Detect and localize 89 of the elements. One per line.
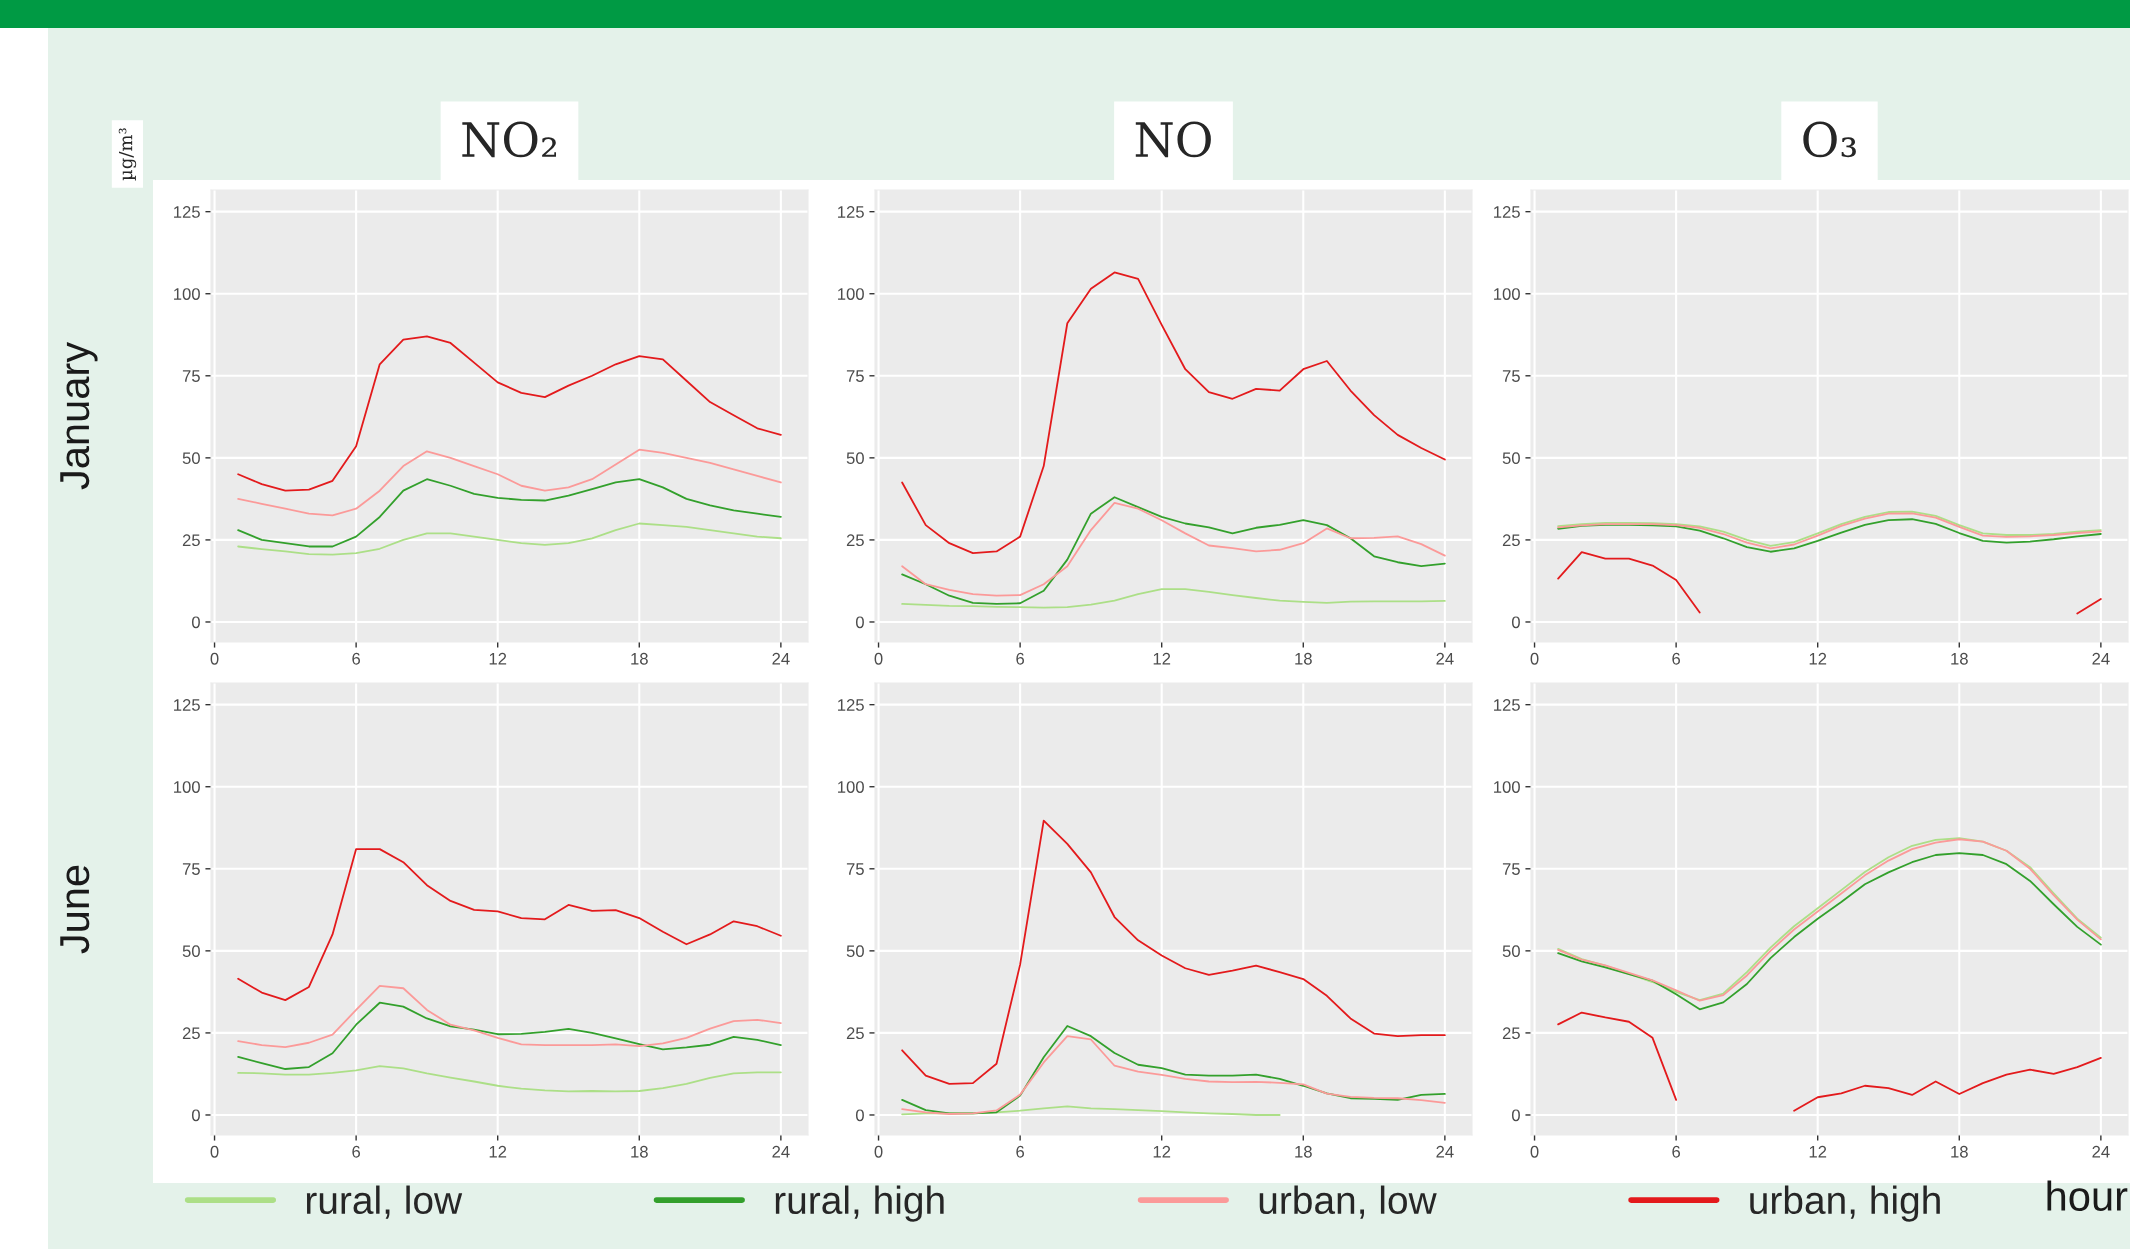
legend-label: urban, low: [1259, 1185, 1437, 1219]
x-tick-label: 6: [1016, 652, 1025, 665]
y-tick-label: 125: [174, 699, 200, 711]
x-tick-label: 0: [210, 1145, 219, 1158]
line-series: [1557, 518, 2102, 553]
line-series: [237, 522, 782, 556]
x-tick-label: 18: [1951, 1145, 1968, 1158]
y-tick-label: 75: [182, 863, 200, 875]
y-tick-label: 75: [182, 370, 200, 382]
y-tick-label: 0: [1511, 1109, 1520, 1122]
x-tick-label: 24: [772, 1145, 790, 1158]
line-series: [237, 335, 782, 492]
x-tick-label: 6: [1672, 1145, 1681, 1158]
line-series: [237, 1001, 782, 1070]
y-tick-label: 50: [846, 945, 864, 958]
y-tick-label: 125: [1494, 206, 1520, 218]
line-series: [901, 819, 1446, 1085]
y-tick-label: 25: [1502, 534, 1520, 547]
chart-title: NO₂: [462, 121, 557, 158]
x-tick-label: 6: [352, 652, 361, 665]
y-tick-label: 100: [838, 288, 864, 300]
y-tick-label: 125: [838, 699, 864, 711]
y-tick-label: 25: [846, 534, 864, 547]
x-tick-label: 0: [1530, 652, 1539, 665]
x-tick-label: 24: [1436, 1145, 1454, 1158]
line-series: [237, 478, 782, 548]
x-tick-label: 12: [1153, 1145, 1171, 1158]
y-tick-label: 25: [182, 1027, 200, 1040]
y-tick-label: 50: [1502, 452, 1520, 465]
line-series: [237, 1065, 782, 1093]
x-tick-label: 18: [631, 1145, 648, 1158]
x-tick-label: 12: [1153, 652, 1171, 665]
line-series: [901, 271, 1446, 554]
y-tick-label: 100: [174, 288, 200, 300]
x-tick-label: 18: [1295, 1145, 1312, 1158]
chart-title: NO: [1135, 121, 1211, 158]
line-series: [237, 448, 782, 517]
x-tick-label: 24: [2092, 1145, 2110, 1158]
x-tick-label: 12: [489, 1145, 507, 1158]
y-tick-label: 125: [838, 206, 864, 218]
x-tick-label: 0: [1530, 1145, 1539, 1158]
y-tick-label: 75: [1502, 370, 1520, 382]
y-tick-label: 100: [1494, 781, 1520, 793]
x-tick-label: 18: [1295, 652, 1312, 665]
y-tick-label: 50: [182, 945, 200, 958]
line-series: [237, 985, 782, 1048]
x-tick-label: 0: [874, 1145, 883, 1158]
y-tick-label: 0: [1511, 616, 1520, 629]
y-tick-label: 50: [1502, 945, 1520, 958]
x-tick-label: 0: [874, 652, 883, 665]
y-tick-label: 0: [191, 616, 200, 629]
chart-title: O₃: [1803, 121, 1856, 158]
x-tick-label: 12: [489, 652, 507, 665]
y-tick-label: 25: [1502, 1027, 1520, 1040]
x-tick-label: 6: [352, 1145, 361, 1158]
y-axis-title: June: [60, 865, 90, 954]
y-tick-label: 75: [846, 370, 864, 382]
legend-label: rural, high: [775, 1185, 944, 1222]
x-axis-title: hour: [2047, 1180, 2128, 1211]
x-tick-label: 0: [210, 652, 219, 665]
y-tick-label: 50: [846, 452, 864, 465]
y-tick-label: 125: [1494, 699, 1520, 711]
x-tick-label: 24: [772, 652, 790, 665]
y-tick-label: 100: [1494, 288, 1520, 300]
y-tick-label: 100: [174, 781, 200, 793]
y-tick-label: 125: [174, 206, 200, 218]
x-tick-label: 6: [1672, 652, 1681, 665]
x-tick-label: 18: [631, 652, 648, 665]
text: µg/m³: [118, 128, 137, 181]
x-tick-label: 12: [1809, 1145, 1827, 1158]
y-tick-label: 75: [846, 863, 864, 875]
y-axis-title: January: [60, 341, 98, 490]
y-tick-label: 0: [855, 616, 864, 629]
y-tick-label: 50: [182, 452, 200, 465]
x-tick-label: 24: [1436, 652, 1454, 665]
legend-label: urban, high: [1750, 1185, 1940, 1222]
y-tick-label: 25: [846, 1027, 864, 1040]
y-tick-label: 25: [182, 534, 200, 547]
y-tick-label: 0: [855, 1109, 864, 1122]
x-tick-label: 18: [1951, 652, 1968, 665]
y-tick-label: 75: [1502, 863, 1520, 875]
y-tick-label: 100: [838, 781, 864, 793]
legend-label: rural, low: [306, 1185, 463, 1219]
x-tick-label: 24: [2092, 652, 2110, 665]
line-series: [901, 588, 1446, 609]
line-series: [237, 848, 782, 1001]
x-tick-label: 6: [1016, 1145, 1025, 1158]
y-tick-label: 0: [191, 1109, 200, 1122]
x-tick-label: 12: [1809, 652, 1827, 665]
